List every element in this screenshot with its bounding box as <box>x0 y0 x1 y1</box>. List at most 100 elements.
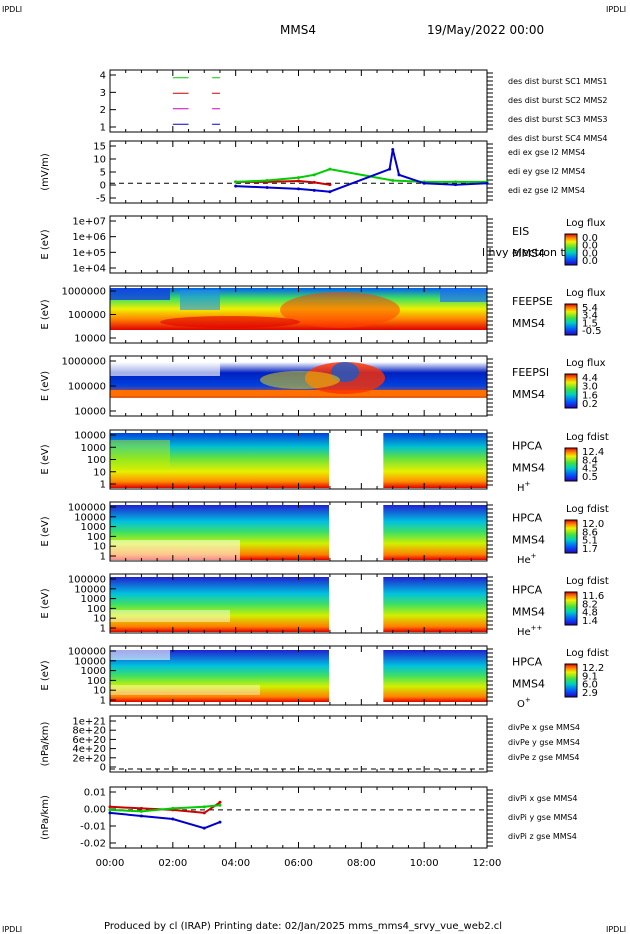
overlay-text: l hvy electron to <box>482 246 572 259</box>
panel-right-label: MMS4 <box>512 461 545 474</box>
species-label: He++ <box>517 624 543 638</box>
series-point <box>391 178 395 182</box>
y-tick-label: 100000 <box>68 382 106 393</box>
colorbar-tick-label: 1.7 <box>582 544 598 555</box>
colorbar-tick-label: 5.1 <box>582 536 598 547</box>
series-point <box>265 178 269 182</box>
y-tick-label: 1e+07 <box>72 217 106 228</box>
colorbar-tick-label: 0.0 <box>582 256 598 267</box>
series-point <box>139 806 143 810</box>
colorbar-tick-label: 4.5 <box>582 464 598 475</box>
legend-entry: divPi y gse MMS4 <box>508 813 577 822</box>
panels-layer: 4 3 2 1 des dist burst SC1 MMS1 des dist burs… <box>40 69 609 869</box>
legend-entry: divPi x gse MMS4 <box>508 794 577 803</box>
colorbar-tick-label: 12.2 <box>582 663 604 674</box>
series-point <box>265 186 269 189</box>
y-axis-label: E (eV) <box>40 371 51 401</box>
x-tick-label: 10:00 <box>410 858 439 869</box>
y-tick-label: 0 <box>100 763 106 774</box>
legend-entry: des dist burst SC4 MMS4 <box>508 134 607 143</box>
y-tick-label: -0.01 <box>80 822 106 833</box>
panel-frame <box>109 215 488 274</box>
spacecraft-title: MMS4 <box>280 23 316 37</box>
colorbar-tick-label: 12.4 <box>582 447 604 458</box>
panel-right-label: MMS4 <box>512 533 545 546</box>
series-point <box>218 820 222 824</box>
corner-label-top-right: IPDLI <box>606 5 626 14</box>
colorbar <box>564 447 578 482</box>
y-tick-label: 1000000 <box>61 357 106 368</box>
series-point <box>234 184 238 188</box>
y-tick-label: 100000 <box>68 575 106 586</box>
y-tick-label: 5 <box>100 168 106 179</box>
x-tick-label: 12:00 <box>473 858 502 869</box>
data-gap <box>329 646 384 705</box>
y-axis-label: E (eV) <box>40 444 51 474</box>
y-axis-label: E (eV) <box>40 229 51 259</box>
colorbar-title: Log fdist <box>566 432 609 443</box>
colorbar-title: Log flux <box>566 288 606 299</box>
y-tick-label: 3 <box>100 88 106 99</box>
series-line <box>235 149 488 193</box>
colorbar-tick-label: 0.0 <box>582 241 598 252</box>
y-tick-label: 1000 <box>81 522 106 533</box>
y-axis-label: E (eV) <box>40 660 51 690</box>
y-tick-label: 100 <box>87 455 106 466</box>
y-tick-label: -5 <box>96 194 106 205</box>
y-tick-label: 10000 <box>74 584 106 595</box>
data-gap <box>329 502 384 561</box>
series-point <box>312 188 316 192</box>
y-tick-label: 100 <box>87 532 106 543</box>
x-tick-label: 04:00 <box>221 858 250 869</box>
series-point <box>422 181 426 185</box>
y-tick-label: 0 <box>100 181 106 192</box>
y-tick-label: 100000 <box>68 647 106 658</box>
panel-right-label: MMS4 <box>512 247 545 260</box>
x-tick-label: 02:00 <box>158 858 187 869</box>
legend-entry: edi ey gse l2 MMS4 <box>508 167 586 176</box>
y-tick-label: 2 <box>100 105 106 116</box>
y-tick-label: 1e+04 <box>72 264 106 275</box>
colorbar-tick-label: 8.6 <box>582 527 598 538</box>
legend-entry: divPi z gse MMS4 <box>508 832 577 841</box>
y-tick-label: 10000 <box>74 656 106 667</box>
y-tick-label: 10000 <box>74 512 106 523</box>
y-tick-label: 10 <box>93 686 106 697</box>
y-tick-label: 1 <box>100 480 106 491</box>
series-point <box>234 180 238 184</box>
panel-frame <box>109 140 488 204</box>
hpca-hepp-spectrogram <box>110 577 329 632</box>
series-point <box>108 808 112 812</box>
colorbar-tick-label: 0.5 <box>582 472 598 483</box>
y-tick-label: 100000 <box>68 503 106 514</box>
colorbar <box>564 373 578 409</box>
heatmap-layer <box>110 288 487 702</box>
colorbar-tick-label: 4.8 <box>582 608 598 619</box>
series-point <box>328 183 332 187</box>
colorbar-tick-label: 8.2 <box>582 599 598 610</box>
legend-entry: edi ex gse l2 MMS4 <box>508 148 585 157</box>
colorbar-tick-label: 1.6 <box>582 390 598 401</box>
y-axis-label: (nPa/km) <box>40 722 51 767</box>
y-axis-label: (nPa/km) <box>40 795 51 840</box>
y-tick-label: 0.01 <box>84 788 106 799</box>
colorbar-tick-label: 12.0 <box>582 519 604 530</box>
legend-entry: edi ez gse l2 MMS4 <box>508 186 585 195</box>
corner-label-top-left: IPDLI <box>2 5 22 14</box>
series-point <box>202 826 206 830</box>
x-tick-label: 08:00 <box>347 858 376 869</box>
footer-text: Produced by cl (IRAP) Printing date: 02/… <box>104 921 502 932</box>
colorbar-title: Log flux <box>566 358 606 369</box>
panel-frame <box>109 715 488 773</box>
data-gap <box>329 430 384 489</box>
colorbar-tick-label: 6.0 <box>582 680 598 691</box>
series-point <box>139 809 143 813</box>
legend-entry: des dist burst SC3 MMS3 <box>508 115 607 124</box>
y-tick-label: 1e+05 <box>72 248 106 259</box>
corner-label-bottom-left: IPDLI <box>2 925 22 934</box>
panel-right-label: HPCA <box>512 655 543 668</box>
panel-right-label: HPCA <box>512 583 543 596</box>
colorbar-tick-label: 1.4 <box>582 616 598 627</box>
legend-entry: divPe z gse MMS4 <box>508 753 579 762</box>
